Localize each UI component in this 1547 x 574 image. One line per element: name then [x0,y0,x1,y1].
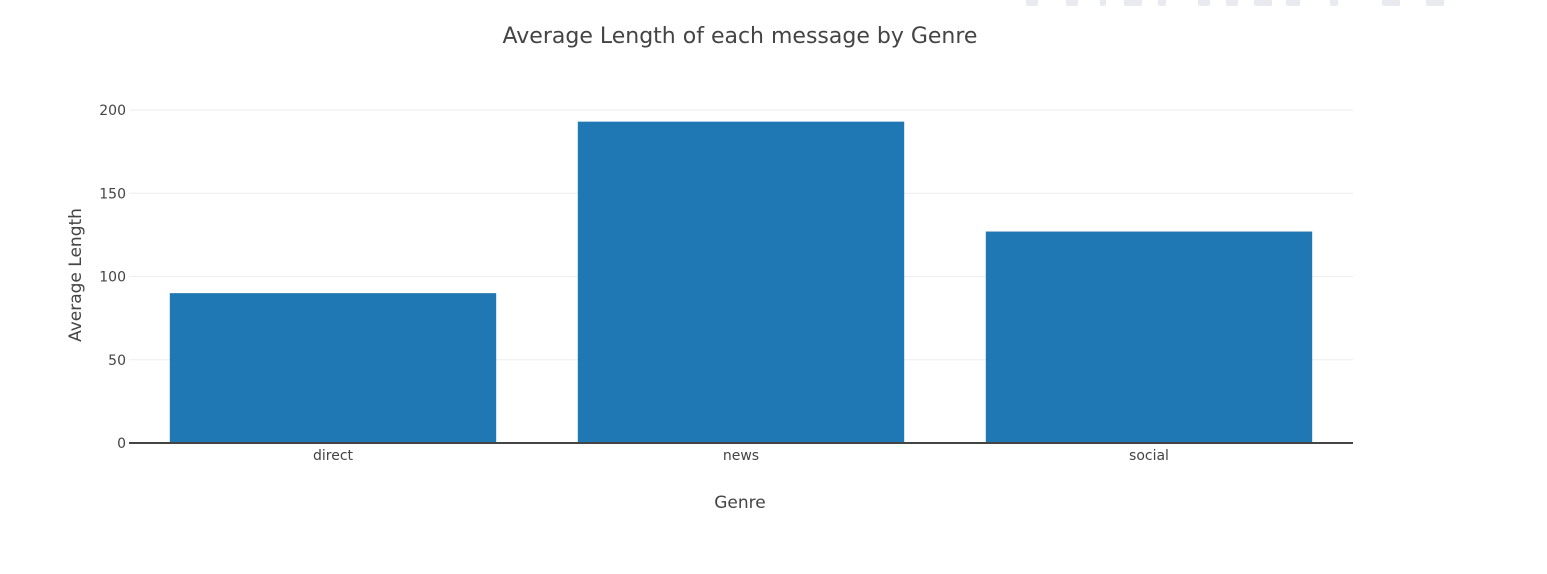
reset-axes-icon[interactable] [1286,0,1300,6]
bar-social[interactable] [985,231,1313,443]
x-tick-label: direct [313,448,354,464]
y-tick-label: 0 [117,436,126,452]
chart-title: Average Length of each message by Genre [503,24,978,49]
bar-direct[interactable] [169,293,497,443]
y-tick-label: 150 [99,186,126,202]
bars [169,121,1313,443]
autoscale-icon[interactable] [1254,0,1272,6]
y-tick-label: 200 [99,103,126,119]
hover-closest-icon[interactable] [1382,0,1400,6]
x-tick-label: news [723,448,759,464]
bar-news[interactable] [577,121,905,443]
zoom-in-icon[interactable] [1198,0,1210,6]
plotly-logo-icon[interactable] [1426,0,1444,6]
y-tick-label: 100 [99,270,126,286]
axes: 0 50 100 150 200 direct news social [99,103,1353,464]
x-tick-label: social [1129,448,1169,464]
camera-icon[interactable] [1026,0,1038,6]
zoom-out-icon[interactable] [1226,0,1238,6]
chart-modebar[interactable] [1020,0,1450,8]
x-axis-label: Genre [714,493,765,513]
y-tick-label: 50 [108,353,126,369]
box-select-icon[interactable] [1124,0,1142,6]
pan-icon[interactable] [1100,0,1106,6]
lasso-icon[interactable] [1158,0,1166,6]
zoom-icon[interactable] [1066,0,1078,6]
y-axis-label: Average Length [66,208,86,342]
spike-lines-icon[interactable] [1330,0,1338,6]
